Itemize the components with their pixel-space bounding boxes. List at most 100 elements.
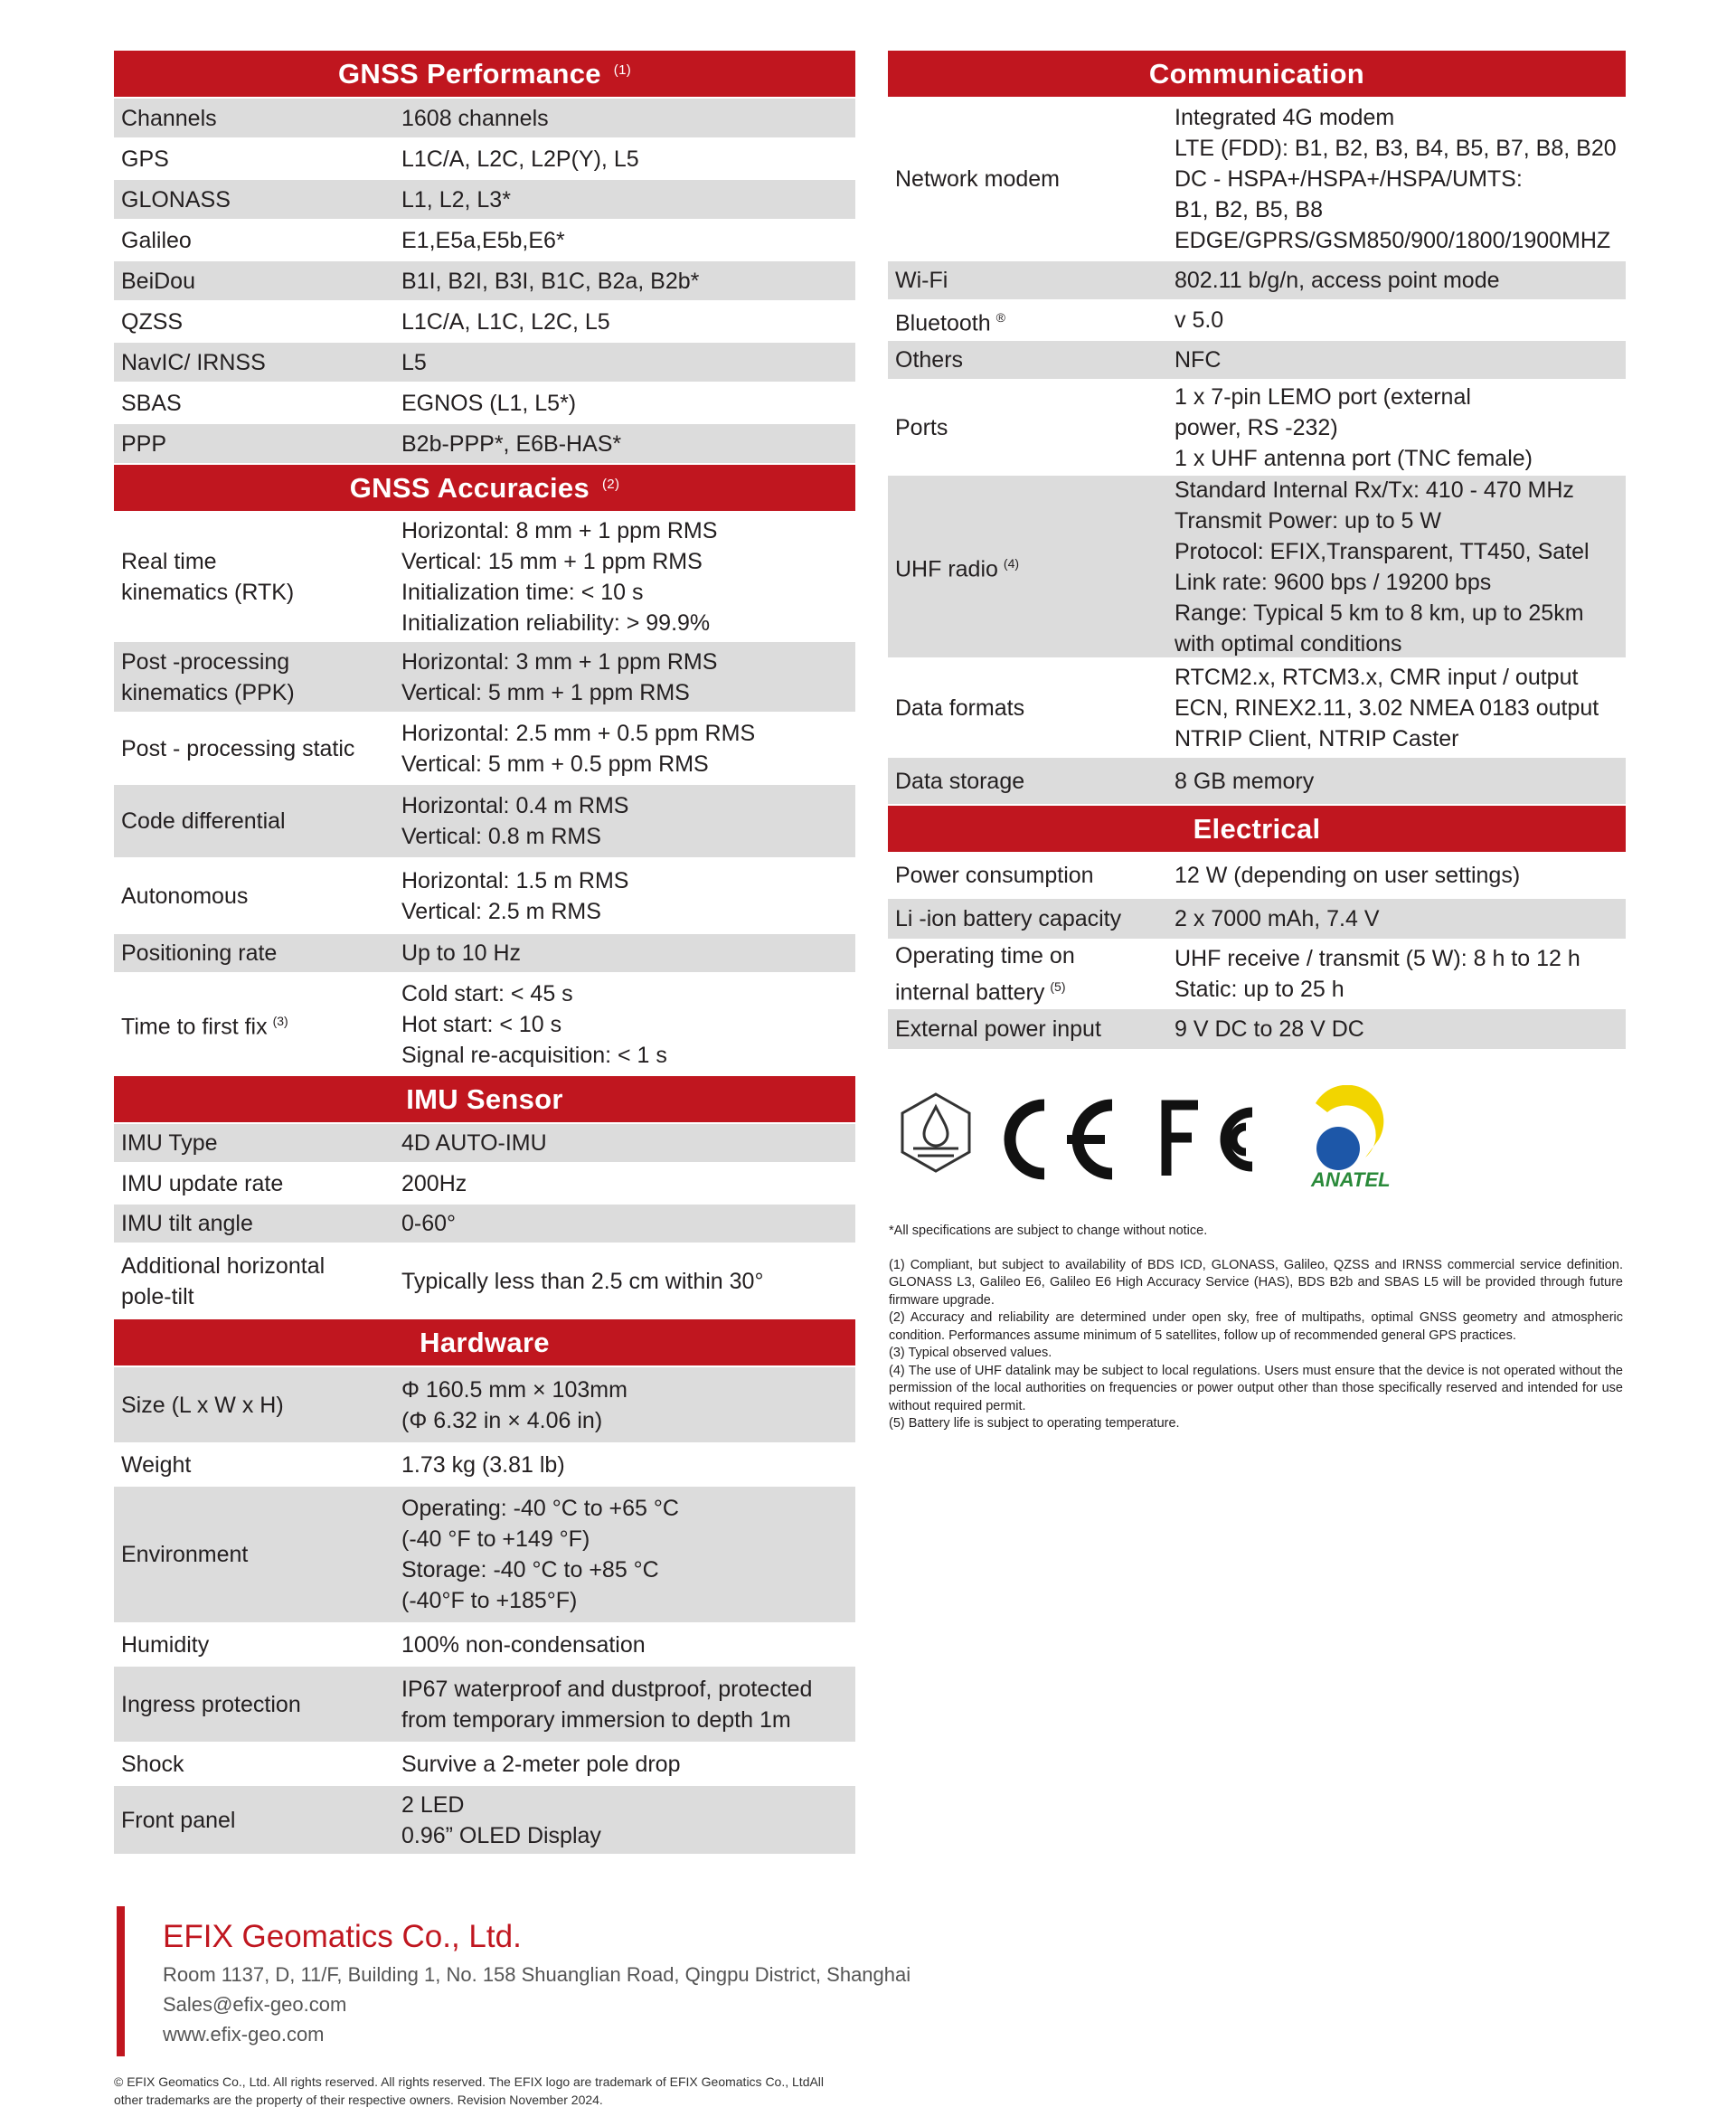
spec-row: Humidity 100% non-condensation [114,1624,855,1665]
spec-label: Bluetooth ® [888,302,1175,338]
spec-value-line: Transmit Power: up to 5 W [1175,507,1441,534]
spec-value-line: Horizontal: 8 mm + 1 ppm RMS [401,517,718,543]
spec-value-line: Up to 10 Hz [401,940,522,966]
spec-label: UHF radio (4) [888,548,1175,584]
spec-value-line: Range: Typical 5 km to 8 km, up to 25km [1175,600,1584,626]
spec-value-line: 0-60° [401,1211,457,1236]
sales-email-link[interactable]: Sales@efix-geo.com [163,1993,347,2016]
spec-value: 1 x 7-pin LEMO port (external power, RS -… [1175,382,1626,474]
spec-value-line: 802.11 b/g/n, access point mode [1175,268,1500,293]
spec-label-line: Network modem [895,166,1060,192]
website-link[interactable]: www.efix-geo.com [163,2023,325,2046]
spec-label: Wi-Fi [888,265,1175,296]
spec-label-line: Front panel [121,1807,236,1833]
spec-label-line: External power input [895,1016,1101,1042]
spec-value-line: Protocol: EFIX,Transparent, TT450, Satel [1175,538,1590,564]
spec-label: Data storage [888,766,1175,797]
spec-row: Bluetooth ® v 5.0 [888,301,1626,339]
spec-row: Weight 1.73 kg (3.81 lb) [114,1444,855,1485]
spec-value: Horizontal: 8 mm + 1 ppm RMS Vertical: 15… [401,515,855,638]
spec-label-line: Weight [121,1451,192,1478]
label-text: Bluetooth [895,310,991,336]
spec-label: Galileo [114,225,401,256]
spec-row: Environment Operating: -40 °C to +65 °C (-… [114,1487,855,1622]
spec-label-line: Li -ion battery capacity [895,906,1122,931]
spec-value: 12 W (depending on user settings) [1175,860,1626,891]
spec-value: Horizontal: 1.5 m RMS Vertical: 2.5 m RMS [401,865,855,927]
spec-label: Operating time on internal battery (5) [888,940,1175,1007]
spec-row: Galileo E1,E5a,E5b,E6* [114,221,855,260]
spec-label-line: Wi-Fi [895,268,948,293]
spec-row: Positioning rate Up to 10 Hz [114,934,855,972]
section-title: Communication [1148,57,1365,90]
spec-label: Shock [114,1749,401,1780]
spec-value: B2b-PPP*, E6B-HAS* [401,429,855,459]
spec-row: Power consumption 12 W (depending on user… [888,854,1626,897]
spec-value-line: Cold start: < 45 s [401,980,573,1006]
spec-label: IMU Type [114,1128,401,1158]
spec-value-line: LTE (FDD): B1, B2, B3, B4, B5, B7, B8, B… [1175,136,1617,161]
spec-label: Humidity [114,1630,401,1660]
spec-value: 4D AUTO-IMU [401,1128,855,1158]
spec-value: 9 V DC to 28 V DC [1175,1014,1626,1044]
spec-label-line: Power consumption [895,863,1094,888]
label-text: Time to first fix [121,1014,268,1040]
spec-value-line: B2b-PPP*, E6B-HAS* [401,430,622,457]
spec-value: Operating: -40 °C to +65 °C (-40 °F to +1… [401,1493,855,1616]
section-header: Hardware [114,1319,855,1365]
spec-value: Φ 160.5 mm × 103mm (Φ 6.32 in × 4.06 in) [401,1375,855,1436]
spec-value: 1608 channels [401,103,855,134]
spec-row: Others NFC [888,341,1626,379]
spec-value-line: ECN, RINEX2.11, 3.02 NMEA 0183 output [1175,694,1599,721]
spec-value-line: Integrated 4G modem [1175,105,1395,130]
spec-label-line: BeiDou [121,268,195,294]
right-spec-table: Communication Network modem Integrated 4G … [888,51,1626,1051]
spec-value: Standard Internal Rx/Tx: 410 - 470 MHz Tr… [1175,475,1626,659]
section-title: GNSS Accuracies [349,471,590,504]
spec-value-line: E1,E5a,E5b,E6* [401,227,565,253]
spec-label-line: Time to first fix (3) [121,1006,401,1042]
spec-label: IMU update rate [114,1168,401,1199]
section-header: Communication [888,51,1626,97]
spec-label: GLONASS [114,184,401,215]
spec-label-line: Galileo [121,227,192,253]
spec-value: EGNOS (L1, L5*) [401,388,855,419]
spec-label: GPS [114,144,401,175]
spec-value-line: Static: up to 25 h [1175,977,1344,1002]
footnote-2: (2) Accuracy and reliability are determi… [889,1310,1623,1343]
spec-value-line: 0.96” OLED Display [401,1822,601,1848]
spec-value-line: 1 x UHF antenna port (TNC female) [1175,445,1533,471]
spec-value: 802.11 b/g/n, access point mode [1175,265,1626,296]
spec-value: Horizontal: 2.5 mm + 0.5 ppm RMS Vertical… [401,718,855,780]
spec-value-line: Standard Internal Rx/Tx: 410 - 470 MHz [1175,477,1574,503]
company-address: Room 1137, D, 11/F, Building 1, No. 158 … [163,1963,911,1986]
spec-row: NavIC/ IRNSS L5 [114,343,855,382]
spec-row: SBAS EGNOS (L1, L5*) [114,383,855,422]
spec-row: Ports 1 x 7-pin LEMO port (external power,… [888,381,1626,474]
spec-label-line: Others [895,347,964,373]
section-title: GNSS Performance [337,57,601,90]
section-note: (2) [602,477,620,492]
section-header: GNSS Performance (1) [114,51,855,97]
section-title: Electrical [1193,812,1321,845]
spec-label-line: Code differential [121,808,286,834]
spec-row: Data storage 8 GB memory [888,758,1626,804]
footnote-5: (5) Battery life is subject to operating… [889,1416,1180,1431]
spec-row: PPP B2b-PPP*, E6B-HAS* [114,424,855,463]
spec-value-line: v 5.0 [1175,307,1224,333]
spec-value-line: Φ 160.5 mm × 103mm [401,1376,627,1403]
spec-row: GPS L1C/A, L2C, L2P(Y), L5 [114,139,855,178]
spec-value: Survive a 2-meter pole drop [401,1749,855,1780]
spec-value-line: Horizontal: 3 mm + 1 ppm RMS [401,648,718,675]
section-title: IMU Sensor [406,1082,563,1115]
section-header: GNSS Accuracies (2) [114,465,855,511]
fcc-mark-icon [1161,1100,1253,1176]
spec-label-line: Ports [895,414,948,440]
spec-value-line: Survive a 2-meter pole drop [401,1751,681,1777]
spec-value-line: Signal re-acquisition: < 1 s [401,1042,667,1068]
spec-value: NFC [1175,345,1626,375]
spec-row: IMU Type 4D AUTO-IMU [114,1124,855,1162]
spec-value-line: (-40°F to +185°F) [401,1588,578,1613]
spec-label: BeiDou [114,266,401,297]
spec-value: B1I, B2I, B3I, B1C, B2a, B2b* [401,266,855,297]
